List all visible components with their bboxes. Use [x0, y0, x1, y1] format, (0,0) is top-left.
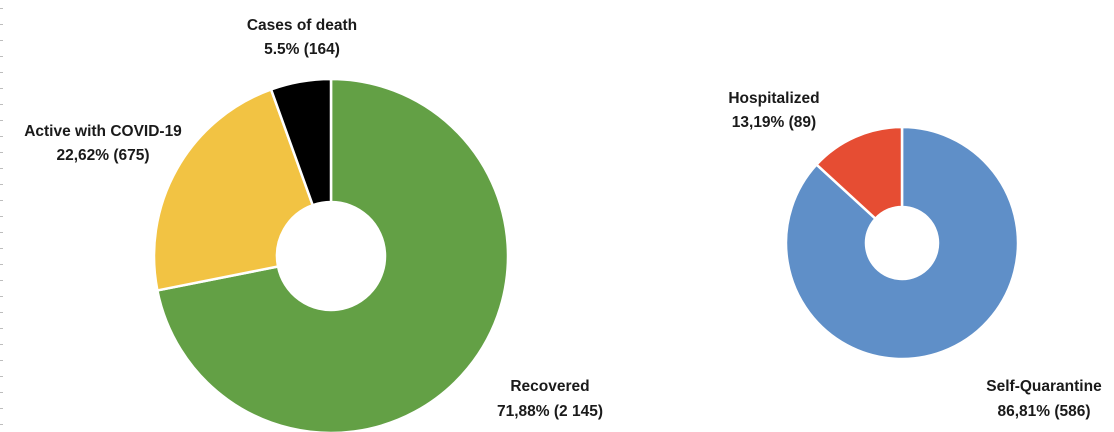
- edge-tick: [0, 104, 3, 105]
- slice-label-name: Recovered: [510, 378, 589, 395]
- slice-label-name: Self-Quarantine: [986, 378, 1102, 395]
- edge-tick: [0, 408, 3, 409]
- edge-tick: [0, 136, 3, 137]
- slice-label-name: Hospitalized: [728, 90, 819, 107]
- edge-tick: [0, 200, 3, 201]
- edge-tick: [0, 120, 3, 121]
- slice-hospitalized: [814, 125, 904, 221]
- slice-recovered: [155, 77, 510, 432]
- edge-tick: [0, 376, 3, 377]
- slice-label-value: 13,19% (89): [732, 114, 816, 131]
- slice-cases-of-death: [269, 77, 333, 207]
- edge-tick: [0, 280, 3, 281]
- edge-tick: [0, 184, 3, 185]
- edge-tick: [0, 88, 3, 89]
- edge-tick: [0, 72, 3, 73]
- donut-chart-active-cases: [784, 125, 1020, 361]
- edge-tick: [0, 56, 3, 57]
- edge-tick: [0, 360, 3, 361]
- slice-active-with-covid-19: [152, 87, 315, 292]
- slice-label-name: Cases of death: [247, 17, 357, 34]
- edge-tick: [0, 328, 3, 329]
- edge-tick: [0, 152, 3, 153]
- edge-tick: [0, 168, 3, 169]
- slice-label-value: 22,62% (675): [56, 147, 149, 164]
- edge-tick: [0, 312, 3, 313]
- edge-tick: [0, 232, 3, 233]
- edge-tick: [0, 216, 3, 217]
- edge-tick: [0, 40, 3, 41]
- slice-label-value: 86,81% (586): [997, 403, 1090, 420]
- edge-tick: [0, 24, 3, 25]
- edge-tick: [0, 248, 3, 249]
- edge-tick: [0, 344, 3, 345]
- slice-label-value: 5.5% (164): [264, 41, 340, 58]
- edge-tick: [0, 424, 3, 425]
- edge-tick: [0, 392, 3, 393]
- slice-self-quarantine: [784, 125, 1020, 361]
- edge-tick: [0, 296, 3, 297]
- edge-tick: [0, 264, 3, 265]
- edge-tick: [0, 8, 3, 9]
- slice-label-value: 71,88% (2 145): [497, 403, 603, 420]
- donut-chart-outcomes: [152, 77, 510, 432]
- slice-label-name: Active with COVID-19: [24, 123, 182, 140]
